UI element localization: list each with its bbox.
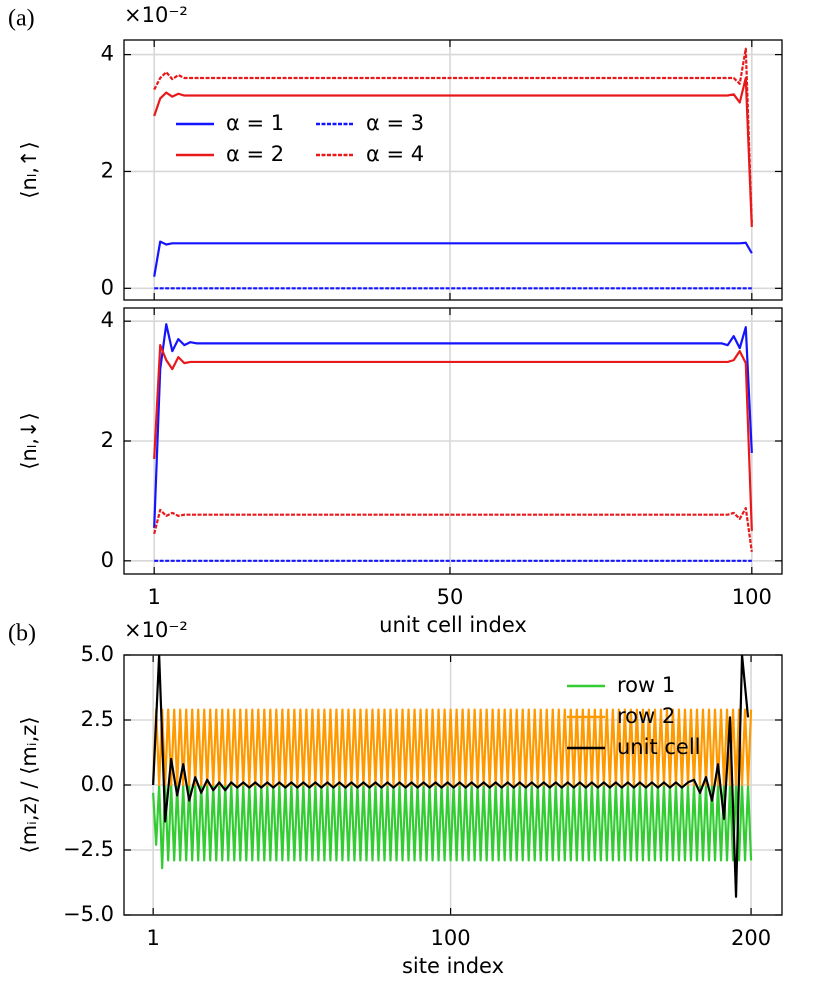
y-axis-label: ⟨nₗ,↓⟩ [17,412,41,469]
y-tick-label: 0 [101,548,114,572]
legend-label: α = 4 [366,142,424,166]
series-line [153,344,753,531]
x-tick-label: 100 [732,585,772,609]
y-tick-label: 2 [101,428,114,452]
legend-label: row 1 [617,673,675,697]
x-tick-label: 200 [731,926,771,950]
offset-text: ×10⁻² [124,618,188,642]
y-tick-label: −2.5 [63,837,114,861]
y-tick-label: 2 [101,158,114,182]
series-line [153,240,753,277]
plot-area [153,323,753,562]
axes-frame [123,39,783,301]
legend-label: unit cell [617,735,701,759]
series-line [153,323,753,528]
series-line [153,507,753,552]
x-axis-label: site index [402,954,504,978]
y-axis-label: ⟨mᵢ,z⟩ / ⟨mᵢ,z⟩ [17,716,41,853]
offset-text: ×10⁻² [124,3,188,27]
y-tick-label: −5.0 [63,902,114,926]
plot-area [152,655,753,898]
axes-frame [123,307,783,575]
series-line [153,76,753,228]
series-line [152,655,750,898]
y-tick-label: 2.5 [81,707,114,731]
y-tick-label: 4 [101,308,114,332]
plot-area [153,47,753,290]
x-tick-label: 100 [431,926,471,950]
series-line [152,708,753,787]
legend-label: α = 2 [226,142,284,166]
series-line [153,47,753,225]
y-tick-label: 0.0 [81,772,114,796]
x-tick-label: 1 [147,585,160,609]
x-tick-label: 1 [146,926,159,950]
y-tick-label: 5.0 [81,642,114,666]
x-tick-label: 50 [437,585,464,609]
panel-label: (b) [8,621,36,647]
legend-label: α = 3 [366,111,424,135]
legend-label: α = 1 [226,111,284,135]
panel-label: (a) [8,6,35,32]
x-axis-label: unit cell index [379,613,527,637]
y-tick-label: 4 [101,42,114,66]
legend-label: row 2 [617,704,675,728]
series-line [152,783,753,870]
axes-frame [123,654,783,916]
y-axis-label: ⟨nₗ,↑⟩ [17,141,41,198]
y-tick-label: 0 [101,275,114,299]
